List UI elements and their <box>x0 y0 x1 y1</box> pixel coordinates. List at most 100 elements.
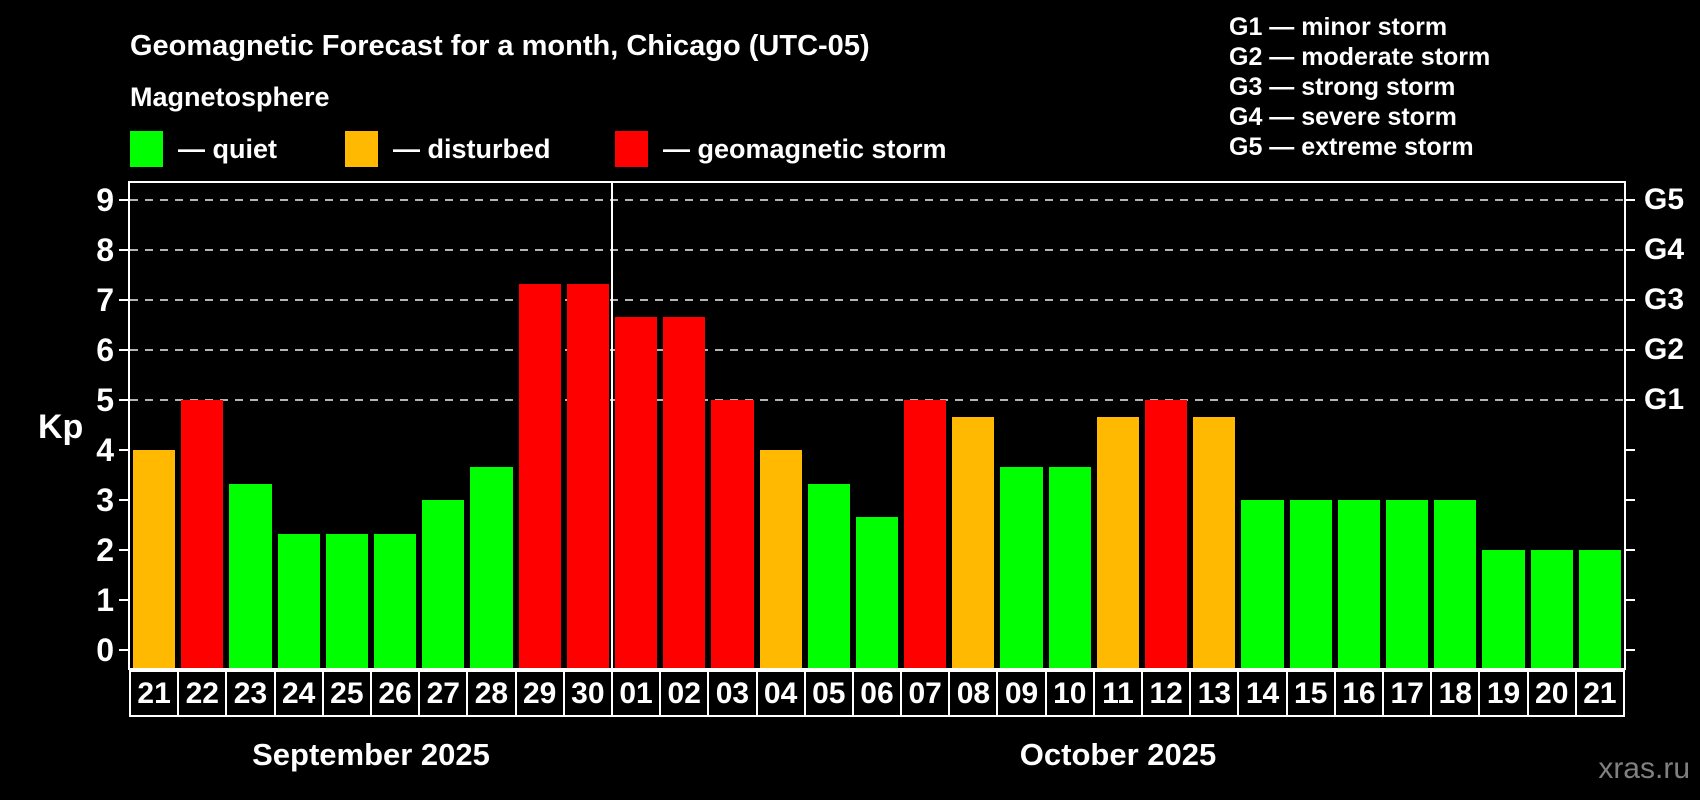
bar-september-24 <box>277 533 320 668</box>
watermark: xras.ru <box>1598 752 1690 785</box>
y-tick-label-1: 1 <box>96 582 114 618</box>
bar-september-30 <box>566 283 609 668</box>
day-label-october-11: 11 <box>1092 670 1144 717</box>
day-label-october-18: 18 <box>1430 670 1481 717</box>
day-label-october-13: 13 <box>1189 670 1240 717</box>
day-label-september-29: 29 <box>514 670 565 717</box>
day-label-october-03: 03 <box>707 670 758 717</box>
day-label-october-15: 15 <box>1285 670 1336 717</box>
bar-october-20 <box>1530 550 1573 668</box>
legend-label-storm: — geomagnetic storm <box>663 134 947 164</box>
day-label-september-23: 23 <box>225 670 276 717</box>
plot-frame <box>128 181 1626 670</box>
y-tick-label-5: 5 <box>96 382 114 418</box>
day-label-october-10: 10 <box>1044 670 1095 717</box>
day-label-october-04: 04 <box>755 670 806 717</box>
legend-label-quiet: — quiet <box>178 134 277 164</box>
day-label-october-01: 01 <box>610 670 662 717</box>
bar-october-15 <box>1289 500 1332 668</box>
day-label-october-09: 09 <box>996 670 1047 717</box>
gridline-kp-5 <box>130 399 1624 401</box>
day-label-october-08: 08 <box>948 670 999 717</box>
right-tick-9 <box>1624 199 1635 201</box>
day-label-september-27: 27 <box>418 670 469 717</box>
y-tick-label-6: 6 <box>96 332 114 368</box>
bar-october-16 <box>1337 500 1381 668</box>
day-label-october-12: 12 <box>1141 670 1192 717</box>
bar-october-06 <box>855 516 899 668</box>
bar-september-25 <box>325 533 368 668</box>
bar-september-27 <box>422 500 465 668</box>
right-tick-5 <box>1624 399 1635 401</box>
day-label-october-14: 14 <box>1237 670 1288 717</box>
bar-october-18 <box>1434 500 1477 668</box>
legend-swatch-storm <box>615 131 648 167</box>
y-tick-label-0: 0 <box>96 632 114 668</box>
y-tick-3 <box>119 499 130 501</box>
day-label-september-28: 28 <box>466 670 517 717</box>
day-label-september-22: 22 <box>177 670 228 717</box>
gridline-kp-7 <box>130 299 1624 301</box>
y-tick-2 <box>119 549 130 551</box>
y-tick-6 <box>119 349 130 351</box>
y-tick-label-8: 8 <box>96 232 114 268</box>
day-label-october-02: 02 <box>659 670 710 717</box>
y-tick-label-4: 4 <box>96 432 114 468</box>
g-scale-line-g4: G4 — severe storm <box>1229 103 1457 131</box>
y-tick-4 <box>119 449 130 451</box>
g-scale-line-g3: G3 — strong storm <box>1229 73 1456 101</box>
legend-swatch-disturbed <box>345 131 378 167</box>
day-label-september-30: 30 <box>562 670 613 717</box>
right-tick-1 <box>1624 599 1635 601</box>
y-tick-label-7: 7 <box>96 282 114 318</box>
bar-october-13 <box>1193 416 1236 668</box>
day-label-october-06: 06 <box>851 670 903 717</box>
bar-october-21 <box>1578 550 1621 668</box>
gridline-kp-6 <box>130 349 1624 351</box>
bar-september-28 <box>470 466 513 668</box>
right-tick-6 <box>1624 349 1635 351</box>
bar-october-05 <box>807 483 850 668</box>
right-axis-label-g3: G3 <box>1644 283 1685 316</box>
right-tick-0 <box>1624 649 1635 651</box>
y-tick-9 <box>119 199 130 201</box>
right-tick-3 <box>1624 499 1635 501</box>
day-label-october-07: 07 <box>900 670 951 717</box>
legend-swatch-quiet <box>130 131 163 167</box>
day-label-october-05: 05 <box>803 670 854 717</box>
page-title: Geomagnetic Forecast for a month, Chicag… <box>130 30 870 62</box>
bar-october-11 <box>1096 416 1140 668</box>
bar-october-02 <box>663 316 706 668</box>
right-tick-8 <box>1624 249 1635 251</box>
month-label-october: October 2025 <box>1019 737 1217 772</box>
right-axis-label-g5: G5 <box>1644 183 1685 216</box>
bar-september-22 <box>181 400 224 668</box>
y-tick-0 <box>119 649 130 651</box>
g-scale-legend: G1 — minor storm G2 — moderate storm G3 … <box>1229 12 1490 162</box>
right-axis-label-g2: G2 <box>1644 333 1685 366</box>
bar-october-07 <box>904 400 947 668</box>
day-label-september-25: 25 <box>321 670 372 717</box>
right-tick-7 <box>1624 299 1635 301</box>
gridline-kp-9 <box>130 199 1624 201</box>
bar-october-14 <box>1241 500 1284 668</box>
month-label-september: September 2025 <box>252 737 490 772</box>
bar-october-10 <box>1048 466 1091 668</box>
day-label-september-26: 26 <box>369 670 421 717</box>
bar-september-29 <box>518 283 561 668</box>
bar-september-23 <box>229 483 272 668</box>
bar-october-17 <box>1386 500 1429 668</box>
g-scale-line-g2: G2 — moderate storm <box>1229 43 1491 71</box>
right-tick-4 <box>1624 449 1635 451</box>
right-axis-label-g1: G1 <box>1644 383 1685 416</box>
bar-september-26 <box>373 533 417 668</box>
right-tick-2 <box>1624 549 1635 551</box>
day-label-september-21: 21 <box>129 670 180 717</box>
bar-september-21 <box>133 450 176 668</box>
chart-plot-area <box>130 183 1624 668</box>
gridline-kp-8 <box>130 249 1624 251</box>
g-scale-line-g1: G1 — minor storm <box>1229 13 1448 41</box>
y-tick-label-3: 3 <box>96 482 114 518</box>
y-tick-1 <box>119 599 130 601</box>
